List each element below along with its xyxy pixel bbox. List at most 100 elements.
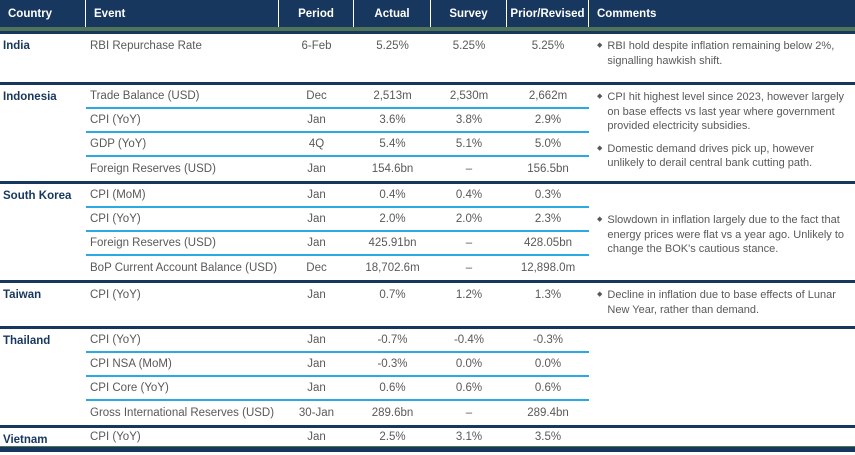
column-header-survey: Survey	[431, 0, 507, 27]
column-header-country: Country	[0, 0, 86, 27]
event-cell: CPI (YoY)	[90, 289, 141, 301]
event-rows: CPI (YoY) Jan 2.5% 3.1% 3.5%	[86, 428, 589, 446]
event-cell: Trade Balance (USD)	[90, 90, 200, 102]
actual-cell: 2.0%	[379, 213, 406, 225]
data-row: CPI NSA (MoM) Jan -0.3% 0.0% 0.0%	[86, 353, 589, 377]
prior-revised-cell: -0.3%	[532, 334, 564, 346]
data-row: Trade Balance (USD) Dec 2,513m 2,530m 2,662m	[86, 85, 589, 109]
comment-item: ◆ Slowdown in inflation largely due to th…	[597, 213, 849, 257]
period-cell: Jan	[307, 237, 326, 249]
country-label: Taiwan	[3, 289, 42, 301]
event-rows: CPI (YoY) Jan 0.7% 1.2% 1.3%	[86, 283, 589, 326]
country-label: Indonesia	[3, 91, 57, 103]
prior-revised-cell: 1.3%	[534, 289, 562, 301]
diamond-bullet-icon: ◆	[597, 42, 603, 49]
survey-cell: –	[465, 163, 473, 175]
data-row: Foreign Reserves (USD) Jan 154.6bn – 156.5bn	[86, 157, 589, 181]
survey-cell: 2,530m	[449, 90, 489, 102]
survey-cell: –	[465, 237, 473, 249]
period-cell: 6-Feb	[301, 40, 332, 52]
country-label: India	[3, 40, 30, 52]
survey-cell: 1.2%	[455, 289, 483, 301]
actual-cell: 154.6bn	[371, 163, 414, 175]
prior-revised-cell: 289.4bn	[527, 407, 569, 419]
prior-revised-cell: 5.0%	[534, 138, 562, 150]
comment-text: RBI hold despite inflation remaining bel…	[607, 40, 835, 67]
event-rows: CPI (MoM) Jan 0.4% 0.4% 0.3% CPI (YoY) Jan 2.0%…	[86, 184, 589, 280]
country-group: Taiwan CPI (YoY) Jan 0.7% 1.2% 1.3% ◆ Decline i…	[0, 280, 855, 326]
comment-text: Domestic demand drives pick up, however …	[607, 142, 815, 170]
country-group: South Korea CPI (MoM) Jan 0.4% 0.4% 0.3% CPI (…	[0, 181, 855, 280]
period-cell: Jan	[307, 334, 326, 346]
comment-text: CPI hit highest level since 2023, howeve…	[607, 91, 845, 132]
period-cell: Dec	[306, 262, 327, 274]
actual-cell: 18,702.6m	[365, 262, 420, 274]
period-cell: Jan	[307, 358, 326, 370]
event-cell: RBI Repurchase Rate	[90, 40, 202, 52]
survey-cell: 0.6%	[455, 382, 483, 394]
data-row: CPI Core (YoY) Jan 0.6% 0.6% 0.6%	[86, 377, 589, 401]
actual-cell: 5.25%	[376, 40, 409, 52]
actual-cell: 289.6bn	[371, 407, 414, 419]
data-row: GDP (YoY) 4Q 5.4% 5.1% 5.0%	[86, 133, 589, 157]
actual-cell: 5.4%	[379, 138, 406, 150]
country-group: Thailand CPI (YoY) Jan -0.7% -0.4% -0.3% CPI N…	[0, 326, 855, 425]
diamond-bullet-icon: ◆	[597, 216, 603, 223]
data-row: Foreign Reserves (USD) Jan 425.91bn – 428.05…	[86, 232, 589, 256]
survey-cell: 3.8%	[455, 114, 483, 126]
period-cell: Jan	[307, 430, 326, 443]
data-row: CPI (YoY) Jan 0.7% 1.2% 1.3%	[86, 283, 589, 307]
header-accent-strip	[0, 27, 855, 31]
prior-revised-cell: 12,898.0m	[520, 262, 576, 274]
survey-cell: 0.0%	[455, 358, 483, 370]
comment-text: Decline in inflation due to base effects…	[607, 289, 836, 316]
column-header-prior-revised: Prior/Revised	[507, 0, 589, 27]
column-header-comments: Comments	[597, 7, 657, 20]
bottom-border-bar	[0, 446, 855, 452]
comment-item: ◆ CPI hit highest level since 2023, howev…	[597, 90, 849, 134]
actual-cell: 0.7%	[379, 289, 406, 301]
period-cell: Jan	[307, 163, 326, 175]
prior-revised-cell: 5.25%	[531, 40, 565, 52]
event-cell: CPI (YoY)	[90, 430, 141, 443]
country-group: India RBI Repurchase Rate 6-Feb 5.25% 5.25% 5…	[0, 31, 855, 82]
event-cell: CPI Core (YoY)	[90, 382, 169, 394]
event-cell: CPI (YoY)	[90, 213, 141, 225]
comment-item: ◆ Decline in inflation due to base effect…	[597, 288, 849, 317]
event-cell: GDP (YoY)	[90, 138, 147, 150]
actual-cell: 3.6%	[379, 114, 406, 126]
survey-cell: 5.1%	[455, 138, 483, 150]
survey-cell: –	[465, 262, 473, 274]
data-row: CPI (MoM) Jan 0.4% 0.4% 0.3%	[86, 184, 589, 208]
column-header-actual: Actual	[354, 0, 431, 27]
survey-cell: -0.4%	[453, 334, 485, 346]
data-row: CPI (YoY) Jan 2.5% 3.1% 3.5%	[86, 428, 589, 445]
period-cell: Dec	[306, 90, 327, 102]
event-cell: Foreign Reserves (USD)	[90, 237, 216, 249]
actual-cell: 425.91bn	[368, 237, 417, 249]
column-header-period: Period	[279, 0, 354, 27]
country-group: Vietnam CPI (YoY) Jan 2.5% 3.1% 3.5%	[0, 425, 855, 446]
period-cell: Jan	[307, 114, 326, 126]
event-cell: Gross International Reserves (USD)	[90, 407, 275, 419]
diamond-bullet-icon: ◆	[597, 291, 603, 298]
actual-cell: 0.6%	[379, 382, 406, 394]
actual-cell: 2.5%	[379, 430, 406, 443]
actual-cell: -0.3%	[377, 358, 408, 370]
prior-revised-cell: 2.9%	[534, 114, 562, 126]
period-cell: 4Q	[308, 138, 325, 150]
data-row: CPI (YoY) Jan 2.0% 2.0% 2.3%	[86, 208, 589, 232]
period-cell: Jan	[307, 189, 326, 201]
diamond-bullet-icon: ◆	[597, 144, 603, 152]
period-cell: Jan	[307, 382, 326, 394]
period-cell: Jan	[307, 289, 326, 301]
comments-cell: ◆ Slowdown in inflation largely due to th…	[589, 184, 855, 280]
data-row: BoP Current Account Balance (USD) Dec 18,7…	[86, 256, 589, 280]
prior-revised-cell: 2,662m	[528, 90, 568, 102]
prior-revised-cell: 428.05bn	[524, 237, 572, 249]
survey-cell: 5.25%	[452, 40, 486, 52]
country-label: Thailand	[3, 335, 51, 347]
prior-revised-cell: 156.5bn	[527, 163, 569, 175]
event-cell: Foreign Reserves (USD)	[90, 163, 216, 175]
country-label: Vietnam	[3, 434, 48, 446]
